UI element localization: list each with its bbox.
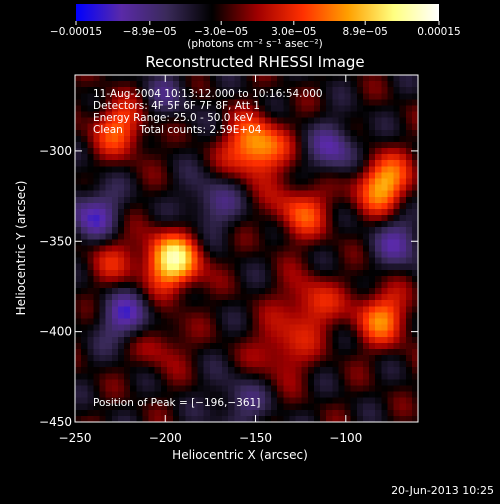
colorbar-tick-label: −0.00015 [50,26,102,38]
colorbar-tick-label: −3.0e−05 [194,26,248,38]
annotation-time-range: 11-Aug-2004 10:13:12.000 to 10:16:54.000 [93,88,323,100]
colorbar-unit-label: (photons cm⁻² s⁻¹ asec⁻²) [187,38,322,50]
chart-title: Reconstructed RHESSI Image [145,53,364,71]
colorbar: −0.00015 −8.9e−05 −3.0e−05 3.0e−05 8.9e−05 0.… [50,4,461,50]
annotation-energy-range: Energy Range: 25.0 - 50.0 keV [93,112,254,124]
y-tick-label: −350 [39,234,72,248]
x-tick-label: −200 [149,431,182,445]
colorbar-tick-label: 3.0e−05 [271,26,316,38]
x-tick-label: −250 [59,431,92,445]
x-tick-label: −100 [329,431,362,445]
colorbar-gradient [76,4,439,21]
annotations: 11-Aug-2004 10:13:12.000 to 10:16:54.000… [93,88,323,409]
heatmap-image [75,75,418,422]
x-axis-label: Heliocentric X (arcsec) [172,448,308,462]
colorbar-ticks: −0.00015 −8.9e−05 −3.0e−05 3.0e−05 8.9e−05 0.… [50,21,461,38]
y-axis-label: Heliocentric Y (arcsec) [14,181,28,316]
heatmap-plot [75,75,418,422]
colorbar-tick-label: −8.9e−05 [123,26,177,38]
axis-ticks: −250 −200 −150 −100 −300 −350 −400 −450 [39,75,418,445]
y-tick-label: −450 [39,415,72,429]
plot-frame [74,74,419,423]
y-tick-label: −300 [39,144,72,158]
footer-timestamp: 20-Jun-2013 10:25 [391,484,494,497]
colorbar-tick-label: 0.00015 [417,26,460,38]
x-tick-label: −150 [239,431,272,445]
peak-position-label: Position of Peak = [−196,−361] [93,397,260,409]
annotation-detectors: Detectors: 4F 5F 6F 7F 8F, Att 1 [93,100,260,112]
y-tick-label: −400 [39,325,72,339]
annotation-clean-counts: Clean Total counts: 2.59E+04 [93,124,262,136]
colorbar-tick-label: 8.9e−05 [343,26,388,38]
